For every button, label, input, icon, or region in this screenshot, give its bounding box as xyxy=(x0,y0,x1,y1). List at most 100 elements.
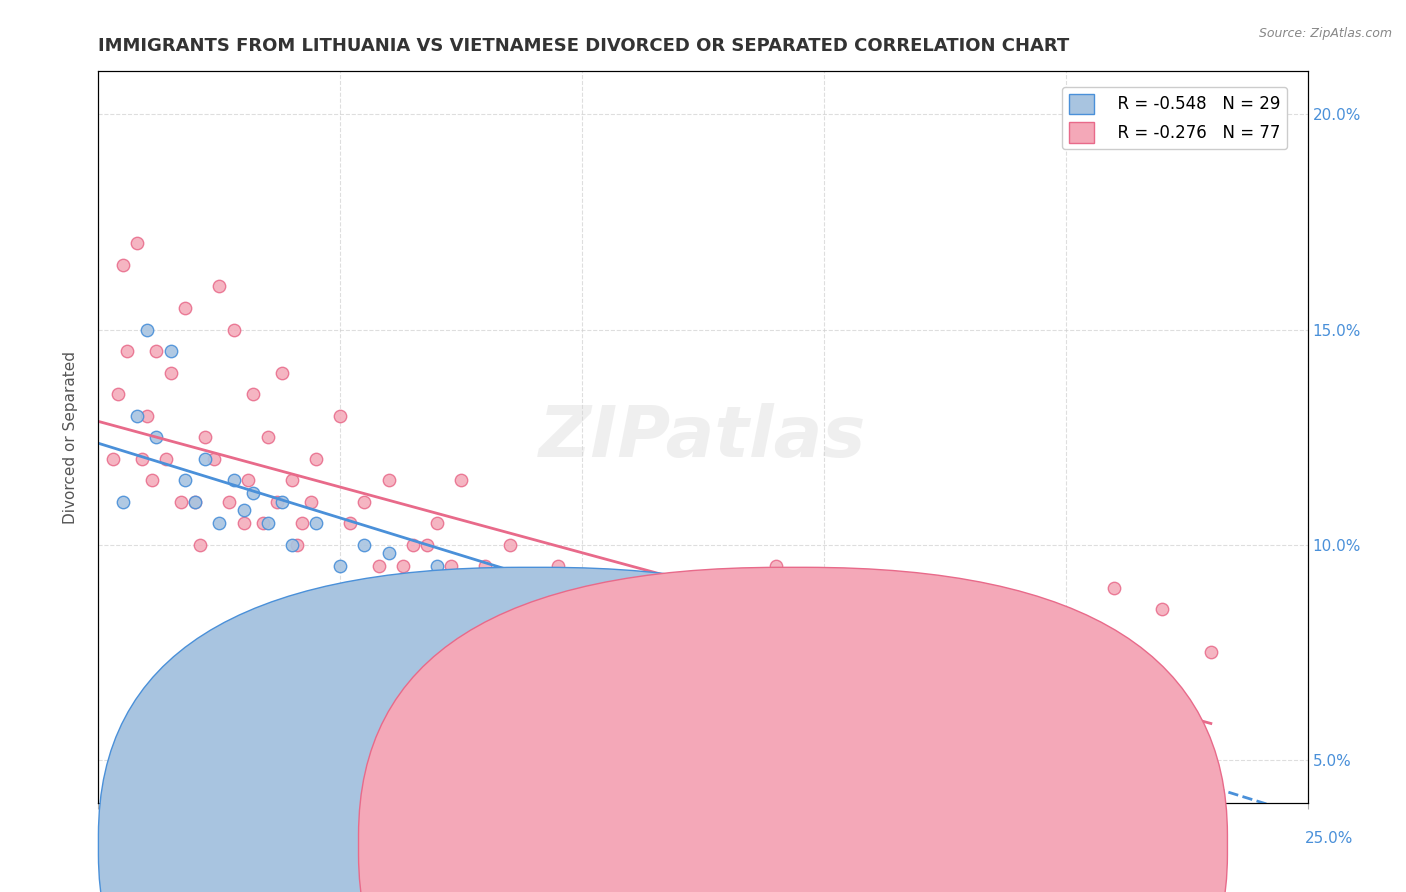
Point xyxy=(222,473,245,487)
Point xyxy=(523,602,546,616)
Point xyxy=(145,430,167,444)
Point xyxy=(160,366,183,380)
Point xyxy=(232,516,254,530)
Point xyxy=(474,559,496,574)
Point xyxy=(464,581,486,595)
Point xyxy=(160,344,183,359)
Point xyxy=(271,366,294,380)
Point xyxy=(498,538,520,552)
Point xyxy=(813,624,835,638)
Point xyxy=(184,494,207,508)
Point xyxy=(1199,645,1222,659)
Point xyxy=(561,602,583,616)
Point xyxy=(392,559,415,574)
Point xyxy=(377,473,399,487)
Point xyxy=(117,344,139,359)
Point xyxy=(174,301,197,315)
Point xyxy=(860,581,883,595)
Point xyxy=(131,451,153,466)
Point xyxy=(426,516,449,530)
Point xyxy=(1007,688,1029,702)
Point xyxy=(252,516,274,530)
Point xyxy=(194,430,217,444)
Point xyxy=(135,409,157,423)
Point xyxy=(513,581,536,595)
Point xyxy=(238,473,260,487)
Point xyxy=(256,430,278,444)
Point xyxy=(107,387,129,401)
Point xyxy=(1102,581,1125,595)
Point xyxy=(416,538,439,552)
Point xyxy=(910,666,932,681)
Point xyxy=(547,559,569,574)
Point xyxy=(141,473,163,487)
Point xyxy=(368,559,391,574)
Point xyxy=(111,258,134,272)
Point xyxy=(1054,624,1077,638)
Point xyxy=(402,538,425,552)
Point xyxy=(155,451,177,466)
Point xyxy=(537,624,560,638)
Point xyxy=(353,494,375,508)
Point xyxy=(271,494,294,508)
Text: ZIPatlas: ZIPatlas xyxy=(540,402,866,472)
Point xyxy=(668,624,690,638)
Point xyxy=(169,494,191,508)
Point xyxy=(765,559,787,574)
Point xyxy=(184,494,207,508)
Point xyxy=(194,451,217,466)
Point xyxy=(1007,645,1029,659)
Point xyxy=(716,602,738,616)
Text: 0.0%: 0.0% xyxy=(100,831,139,846)
Point xyxy=(266,494,288,508)
Point xyxy=(188,538,211,552)
Point xyxy=(111,494,134,508)
Point xyxy=(127,236,149,251)
Point xyxy=(281,538,304,552)
Point xyxy=(232,503,254,517)
Point xyxy=(474,581,496,595)
Point xyxy=(208,279,231,293)
Y-axis label: Divorced or Separated: Divorced or Separated xyxy=(63,351,77,524)
Legend:   R = -0.548   N = 29,   R = -0.276   N = 77: R = -0.548 N = 29, R = -0.276 N = 77 xyxy=(1062,87,1286,149)
Point xyxy=(305,451,328,466)
Point xyxy=(353,538,375,552)
Point xyxy=(523,581,546,595)
Text: □  Immigrants from Lithuania: □ Immigrants from Lithuania xyxy=(491,831,718,846)
Point xyxy=(204,451,226,466)
Text: Source: ZipAtlas.com: Source: ZipAtlas.com xyxy=(1258,27,1392,40)
Point xyxy=(571,602,593,616)
Point xyxy=(305,516,328,530)
Point xyxy=(668,602,690,616)
Point xyxy=(489,602,512,616)
Point xyxy=(619,602,641,616)
Point xyxy=(299,494,322,508)
Point xyxy=(789,602,811,616)
Point xyxy=(127,409,149,423)
Point xyxy=(290,516,312,530)
Point xyxy=(619,624,641,638)
Point xyxy=(731,624,754,638)
Point xyxy=(813,645,835,659)
Text: Vietnamese: Vietnamese xyxy=(815,833,905,847)
Point xyxy=(222,322,245,336)
Text: IMMIGRANTS FROM LITHUANIA VS VIETNAMESE DIVORCED OR SEPARATED CORRELATION CHART: IMMIGRANTS FROM LITHUANIA VS VIETNAMESE … xyxy=(98,37,1070,54)
Point xyxy=(740,624,762,638)
Point xyxy=(837,602,859,616)
Point xyxy=(377,546,399,560)
Point xyxy=(440,559,463,574)
Text: 25.0%: 25.0% xyxy=(1305,831,1353,846)
Point xyxy=(101,451,124,466)
Point xyxy=(644,581,666,595)
Point xyxy=(934,624,956,638)
Point xyxy=(329,559,352,574)
Point xyxy=(339,516,361,530)
Point xyxy=(634,645,657,659)
Point xyxy=(174,473,197,487)
Point xyxy=(256,516,278,530)
Point xyxy=(329,409,352,423)
Point xyxy=(135,322,157,336)
Point xyxy=(285,538,308,552)
Point xyxy=(242,387,264,401)
Point xyxy=(957,602,980,616)
